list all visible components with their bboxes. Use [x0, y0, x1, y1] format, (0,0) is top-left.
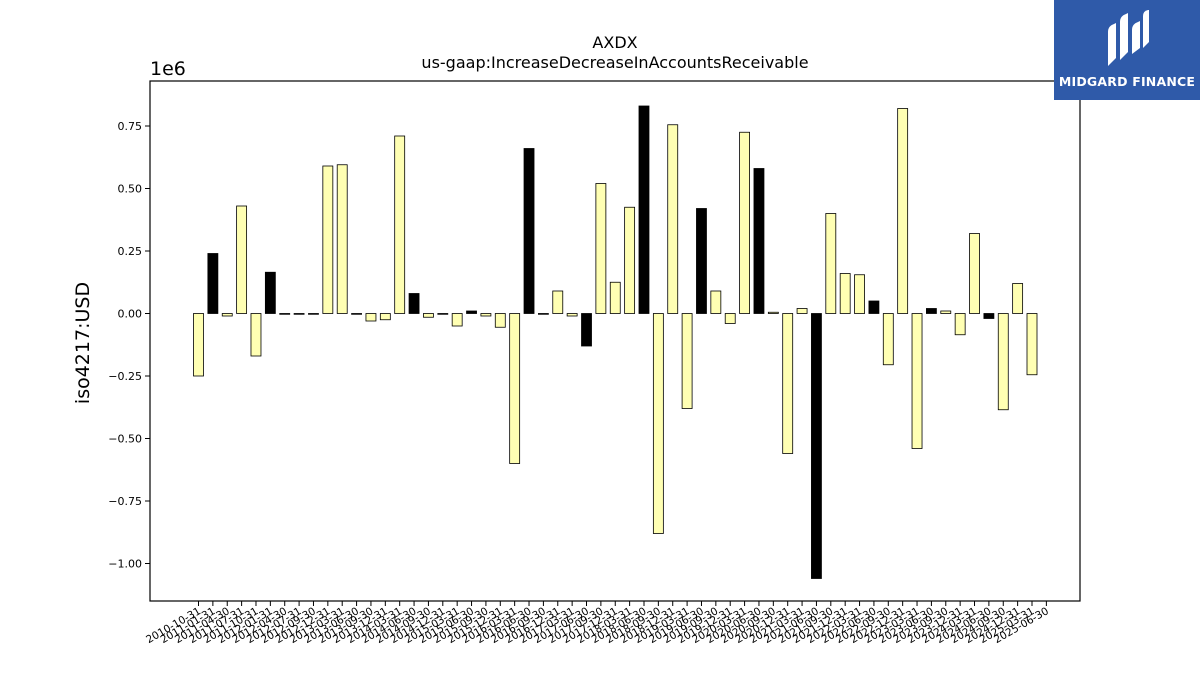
bar-2025-03-31 [1026, 313, 1038, 376]
bar-2019-12-31 [724, 313, 736, 324]
bar-2017-06-30 [581, 313, 592, 347]
bar-2019-03-31 [681, 313, 693, 409]
y-ticks: −1.00 −0.75 −0.50 −0.25 0.00 0.25 0.50 0.75 [108, 120, 150, 571]
bar-2021-03-31 [796, 308, 808, 314]
brand-logo: MIDGARD FINANCE [1054, 0, 1200, 100]
bar-2023-09-30 [940, 310, 952, 314]
bar-2012-09-30 [308, 313, 319, 315]
bar-2017-12-31 [609, 281, 621, 314]
bar-2015-03-31 [451, 313, 463, 327]
bar-2016-03-31 [509, 313, 521, 464]
chart-title: AXDX [592, 33, 637, 52]
bar-2015-09-30 [480, 313, 492, 317]
bar-2011-10-31 [250, 313, 262, 357]
bar-2023-06-30 [926, 308, 937, 314]
bar-2017-09-30 [595, 183, 607, 314]
bar-2019-09-30 [710, 290, 722, 314]
bar-2018-12-31 [667, 124, 679, 314]
bar-2012-04-30 [279, 313, 291, 315]
bar-2014-09-30 [423, 313, 434, 318]
bar-2021-12-31 [839, 273, 851, 314]
bar-2015-12-31 [494, 313, 506, 328]
bar-2015-06-30 [466, 310, 477, 314]
bar-2022-12-31 [897, 108, 909, 314]
y-tick-label: −0.25 [108, 370, 142, 383]
bar-2010-10-31 [193, 313, 204, 377]
bar-2024-03-31 [969, 233, 980, 314]
y-axis-label: iso4217:USD [72, 282, 94, 404]
bar-2024-06-30 [983, 313, 995, 319]
bar-2013-03-31 [336, 164, 348, 314]
bar-2017-03-31 [566, 313, 578, 317]
bar-2020-12-31 [782, 313, 794, 454]
bar-2022-03-31 [854, 274, 865, 314]
bar-2018-03-31 [624, 206, 636, 314]
bar-2013-09-30 [365, 313, 377, 322]
chart-subtitle: us-gaap:IncreaseDecreaseInAccountsReceiv… [421, 53, 808, 72]
bar-2022-06-30 [868, 300, 880, 314]
bar-2021-06-30 [811, 313, 822, 579]
bar-2020-06-30 [753, 168, 765, 314]
bar-2023-03-31 [911, 313, 923, 449]
y-tick-label: −0.50 [108, 433, 142, 446]
bar-2011-01-31 [207, 253, 219, 314]
bar-2012-01-31 [264, 271, 276, 314]
bar-2011-07-31 [236, 205, 248, 314]
x-ticks: 2010-10-312011-01-312011-04-302011-07-31… [144, 601, 1051, 646]
y-multiplier-label: 1e6 [150, 58, 186, 80]
bar-2011-04-30 [221, 313, 233, 317]
y-tick-label: 0.00 [118, 308, 143, 321]
bar-2012-07-31 [293, 313, 305, 315]
bar-2016-09-30 [538, 313, 549, 315]
bar-2018-06-30 [638, 105, 650, 314]
y-tick-label: −1.00 [108, 558, 142, 571]
bar-2024-09-30 [997, 313, 1009, 411]
bar-2022-09-30 [882, 313, 894, 366]
y-tick-label: 0.50 [118, 183, 143, 196]
bar-2020-03-31 [739, 131, 750, 314]
bar-2016-12-31 [552, 290, 564, 314]
bar-2014-12-31 [437, 313, 449, 315]
brand-name: MIDGARD FINANCE [1058, 74, 1196, 89]
bar-2024-12-31 [1012, 283, 1024, 314]
y-tick-label: 0.75 [118, 120, 143, 133]
mf-monogram-icon [1108, 10, 1149, 66]
bar-2014-03-31 [394, 135, 406, 314]
bars-layer [193, 105, 1038, 579]
y-tick-label: −0.75 [108, 495, 142, 508]
bar-2021-09-30 [825, 213, 837, 314]
bar-2012-12-31 [322, 165, 334, 314]
bar-2020-09-30 [767, 311, 779, 314]
bar-2013-12-31 [379, 313, 391, 321]
bar-2016-06-30 [523, 148, 535, 314]
bar-2013-06-30 [351, 313, 362, 315]
bar-2018-09-30 [652, 313, 664, 534]
bar-2014-06-30 [408, 293, 420, 314]
bar-2019-06-30 [696, 208, 707, 314]
y-tick-label: 0.25 [118, 245, 143, 258]
bar-2023-12-31 [954, 313, 966, 336]
plot-frame [149, 80, 1081, 602]
